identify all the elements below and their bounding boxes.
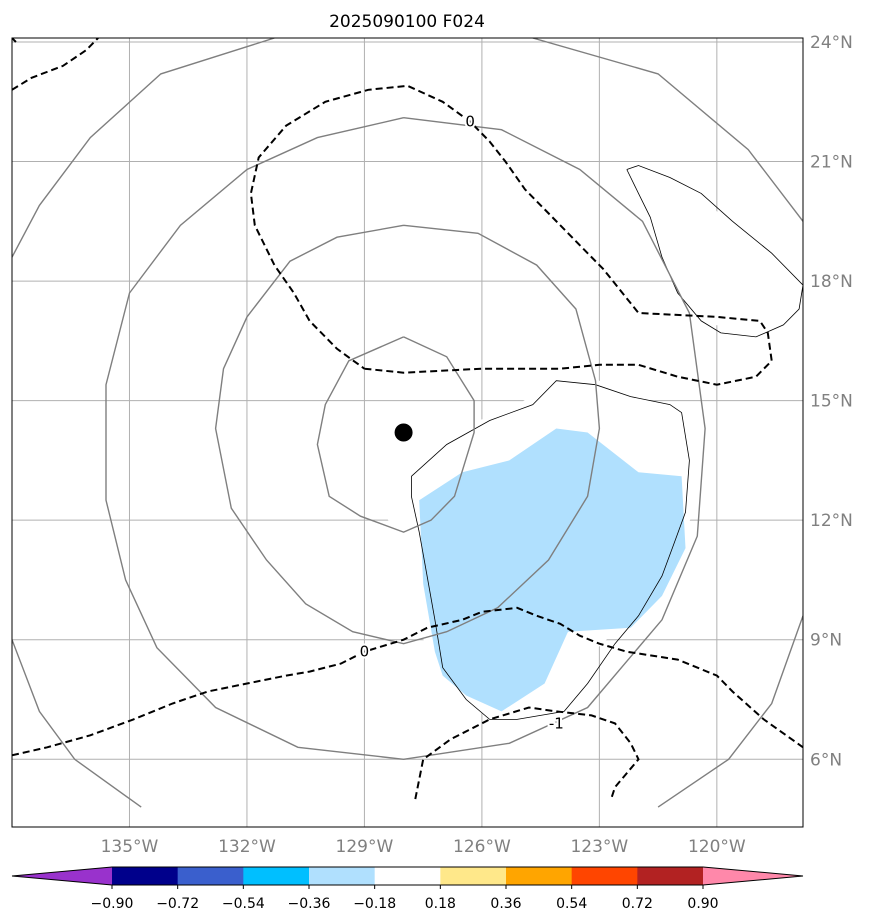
colorbar-segment-3 xyxy=(309,867,376,885)
thin-contour-0 xyxy=(410,380,690,720)
colorbar-segment-1 xyxy=(177,867,244,885)
lon-tick-label-5: 120°W xyxy=(688,837,746,857)
lat-tick-label-0: 24°N xyxy=(810,33,853,53)
gray-contour-5 xyxy=(12,639,142,808)
gray-contour-2 xyxy=(105,117,706,761)
colorbar-label-2: −0.54 xyxy=(222,896,265,912)
colorbar-segment-2 xyxy=(243,867,310,885)
plot-border xyxy=(11,37,804,828)
contour-label-1: 0 xyxy=(360,643,370,661)
lon-tick-label-1: 132°W xyxy=(218,837,276,857)
dashed-contour-4 xyxy=(12,38,17,43)
colorbar-label-6: 0.36 xyxy=(490,896,521,912)
lon-tick-label-0: 135°W xyxy=(101,837,159,857)
colorbar-label-7: 0.54 xyxy=(556,896,587,912)
gray-contour-3 xyxy=(12,38,275,258)
gray-contour-1 xyxy=(214,224,601,645)
colorbar-label-1: −0.72 xyxy=(156,896,199,912)
colorbar-segment-5 xyxy=(440,867,507,885)
colorbar-label-9: 0.90 xyxy=(687,896,718,912)
colorbar-segment-8 xyxy=(637,867,704,885)
contour-label-0: 0 xyxy=(465,113,475,131)
axis-labels: 135°W 132°W 129°W 126°W 123°W 120°W 24°N 21°N 18… xyxy=(101,33,853,857)
colorbar-segment-0 xyxy=(112,867,179,885)
storm-center-marker xyxy=(394,423,413,442)
colorbar-label-4: −0.18 xyxy=(353,896,396,912)
map-plot-area: 0 0 -1 xyxy=(12,38,803,827)
colorbar-extend-high xyxy=(703,867,803,885)
lon-tick-label-2: 129°W xyxy=(336,837,394,857)
colorbar-label-3: −0.36 xyxy=(288,896,331,912)
lat-tick-label-1: 21°N xyxy=(810,153,853,173)
colorbar-segment-7 xyxy=(571,867,638,885)
chart-title: 2025090100 F024 xyxy=(329,12,485,32)
dashed-contour-2 xyxy=(414,706,640,800)
colorbar-segment-4 xyxy=(374,867,441,885)
thin-contour-1 xyxy=(626,165,803,338)
fill-region-1 xyxy=(626,165,803,329)
dashed-contour-0 xyxy=(249,84,773,386)
dashed-contour-3 xyxy=(12,38,99,91)
lat-tick-label-3: 15°N xyxy=(810,392,853,412)
lat-tick-label-2: 18°N xyxy=(810,272,853,292)
gray-contour-6 xyxy=(657,615,803,808)
colorbar-extend-low xyxy=(12,867,112,885)
map-frame xyxy=(11,37,804,828)
gray-contour-4 xyxy=(532,38,803,222)
lat-tick-label-6: 6°N xyxy=(810,750,842,770)
colorbar-label-5: 0.18 xyxy=(425,896,456,912)
gray-contour-0 xyxy=(316,336,475,533)
lon-tick-label-3: 126°W xyxy=(453,837,511,857)
fill-region-3 xyxy=(419,428,686,712)
fill-region-2 xyxy=(12,791,24,804)
lat-tick-label-4: 12°N xyxy=(810,511,853,531)
dashed-contour-1 xyxy=(12,606,803,757)
colorbar-label-0: −0.90 xyxy=(91,896,134,912)
lon-tick-label-4: 123°W xyxy=(570,837,628,857)
colorbar: −0.90 −0.72 −0.54 −0.36 −0.18 0.18 0.36 0.54 0.7… xyxy=(11,866,804,912)
colorbar-label-8: 0.72 xyxy=(622,896,653,912)
colorbar-segment-6 xyxy=(506,867,573,885)
lat-tick-label-5: 9°N xyxy=(810,631,842,651)
contour-label-2: -1 xyxy=(549,714,564,732)
